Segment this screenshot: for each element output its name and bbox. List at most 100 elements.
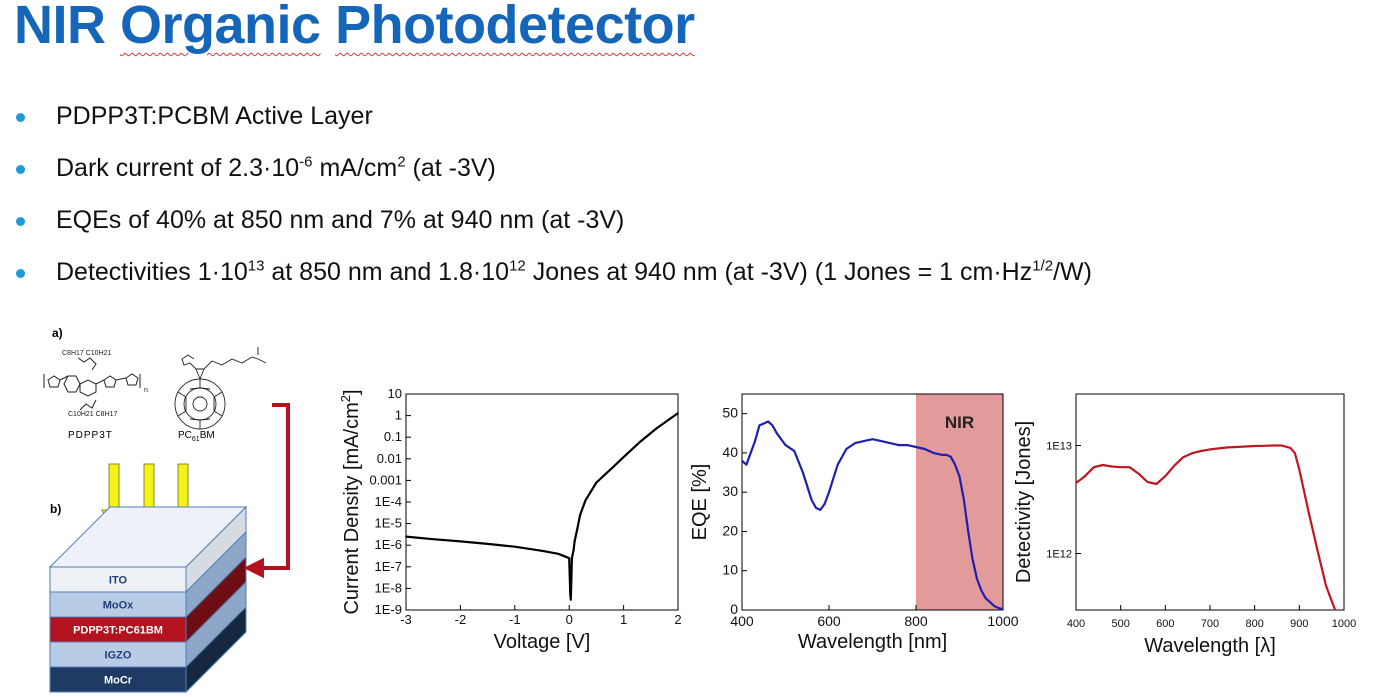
data-point [915, 446, 917, 448]
title-word-photodetector: Photodetector [335, 0, 695, 55]
data-point [971, 558, 974, 560]
data-point [576, 527, 579, 530]
data-point [889, 442, 891, 444]
data-point [1137, 472, 1140, 475]
data-point [815, 507, 817, 509]
data-point [1146, 481, 1149, 483]
layer-front [49, 641, 187, 668]
plot-frame [405, 393, 679, 611]
data-point [823, 503, 826, 505]
y-tick-label: 1E-6 [375, 537, 402, 552]
x-tick-label: 800 [1245, 618, 1263, 630]
layer-label: IGZO [105, 650, 132, 662]
y-tick-label: 1E-7 [375, 559, 402, 574]
data-point [836, 463, 839, 466]
x-tick-label: 1000 [987, 613, 1018, 629]
data-line [1075, 444, 1337, 611]
data-point [854, 442, 856, 444]
data-point [810, 499, 813, 501]
plot-frame [1075, 393, 1345, 611]
panel-label-b: b) [50, 502, 61, 516]
data-point [1271, 444, 1274, 447]
data-point [1128, 466, 1131, 469]
data-point [1002, 608, 1004, 611]
data-point [1200, 450, 1202, 452]
device-figure: a) b) C8H17 C10H21 C10H21 C8H17 n PDPP3T… [43, 326, 290, 694]
data-point [967, 530, 969, 533]
data-point [749, 452, 752, 454]
data-point [573, 540, 576, 543]
layer-label: ITO [109, 575, 128, 587]
y-tick-label: 10 [388, 386, 402, 401]
y-tick-label: 50 [722, 405, 738, 421]
nir-region [916, 394, 1003, 610]
data-point [541, 550, 543, 552]
data-point [432, 538, 435, 540]
data-point [1316, 548, 1318, 550]
data-point [584, 499, 587, 502]
data-point [1236, 446, 1238, 448]
data-point [677, 412, 679, 414]
y-tick-label: 40 [722, 444, 738, 460]
data-point [819, 509, 822, 511]
y-tick-label: 1E-9 [375, 602, 402, 617]
data-line [741, 420, 1004, 611]
title-word-organic: Organic [120, 0, 321, 55]
data-point [622, 456, 625, 458]
data-point [880, 440, 882, 442]
slide-title: NIR Organic Photodetector [14, 0, 695, 56]
layer-label: PDPP3T:PC61BM [73, 625, 163, 637]
data-point [1093, 466, 1095, 469]
data-point [958, 475, 961, 478]
bullet-item: PDPP3T:PCBM Active Layer [16, 98, 1092, 150]
plot-frame [741, 393, 1004, 611]
bullet-dot-icon [16, 217, 25, 226]
y-label-sup: 2 [338, 395, 353, 402]
data-point [1102, 464, 1104, 466]
chart-detectivity: 400 500 600 700 800 900 1000 1E12 1E13 Wavelength… [1013, 393, 1356, 657]
bullet-dot-icon [16, 269, 25, 278]
data-point [1075, 482, 1077, 484]
data-point [906, 444, 909, 446]
data-point [941, 454, 943, 456]
data-point [771, 424, 774, 427]
data-point [579, 514, 581, 516]
data-point [980, 589, 983, 592]
chart-eqe: NIR 400 600 800 1000 0 10 20 30 40 50 Wavelength [n… [689, 393, 1019, 653]
layer-front [49, 591, 187, 618]
data-point [1280, 444, 1283, 447]
data-point [1209, 448, 1211, 451]
y-axis-label: EQE [%] [689, 464, 711, 541]
y-tick-label: 30 [722, 483, 738, 499]
data-point [1227, 446, 1229, 449]
data-point [923, 448, 926, 450]
y-tick-label: 10 [722, 562, 738, 578]
data-point [1084, 475, 1086, 478]
data-point [1334, 609, 1336, 611]
data-point [570, 598, 572, 601]
data-point [1191, 452, 1193, 454]
data-point [871, 438, 874, 440]
pdpp3t-structure-icon: C8H17 C10H21 C10H21 C8H17 n [43, 350, 148, 418]
x-tick-label: 2 [674, 612, 681, 627]
data-point [611, 466, 614, 469]
title-word-nir: NIR [14, 0, 106, 55]
data-point [1182, 456, 1184, 458]
x-axis-label: Voltage [V] [494, 631, 591, 653]
data-point [1298, 468, 1301, 471]
nir-annotation: NIR [945, 413, 974, 432]
data-point [945, 454, 948, 456]
x-tick-label: -2 [455, 612, 467, 627]
bullet-item: EQEs of 40% at 850 nm and 7% at 940 nm (… [16, 202, 1092, 254]
repeat-n: n [144, 387, 148, 394]
data-point [793, 450, 795, 452]
bullet-item: Dark current of 2.3·10-6 mA/cm2 (at -3V) [16, 150, 1092, 202]
y-label-end: ] [341, 389, 363, 395]
molecule-label-pcbm: PC61BM [178, 430, 215, 443]
x-tick-label: 900 [1290, 618, 1308, 630]
data-point [997, 607, 1000, 609]
y-tick-label: 1E12 [1046, 549, 1072, 561]
data-point [758, 424, 761, 427]
data-point [1289, 447, 1292, 449]
data-point [754, 440, 756, 442]
